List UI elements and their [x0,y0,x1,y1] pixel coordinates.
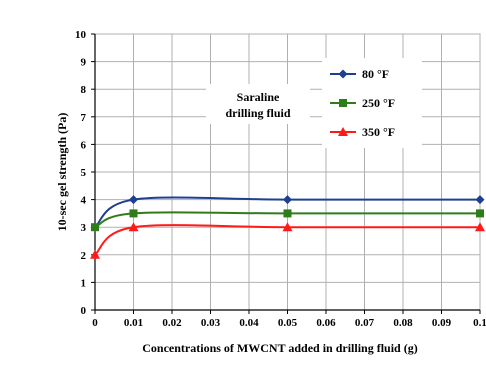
y-tick-label: 9 [81,57,87,69]
y-tick-label: 1 [81,277,87,289]
data-point [475,222,485,232]
annotation-line-2: drilling fluid [225,106,290,120]
series-line [94,211,480,229]
x-tick-label: 0 [92,317,98,329]
series-line [94,224,481,256]
y-tick-label: 8 [81,84,87,96]
annotation-box: Saraline drilling fluid [206,84,310,124]
annotation-background [206,84,310,124]
legend-label: 80 °F [362,67,389,81]
x-tick-label: 0.05 [278,317,298,329]
legend-label: 250 °F [362,96,395,110]
series-1 [91,209,484,232]
data-point [129,209,138,218]
x-tick-label: 0.1 [473,317,486,329]
y-tick-label: 5 [81,167,87,179]
grid-layer [94,33,481,311]
y-tick-label: 3 [81,222,87,234]
data-point [90,249,100,259]
y-tick-label: 0 [81,305,87,317]
y-axis-label: 10-sec gel strength (Pa) [55,113,69,232]
y-tick-label: 6 [81,139,87,151]
data-point [476,209,484,218]
y-tick-label: 4 [81,195,87,207]
y-tick-label: 10 [75,29,87,41]
labels-layer: 0 0.01 0.02 0.03 0.04 0.05 0.06 0.07 0.08 0.09 0.1… [75,29,486,329]
series-layer [90,195,485,259]
x-tick-label: 0.01 [124,317,143,329]
x-tick-label: 0.09 [432,317,452,329]
legend-marker [339,99,347,107]
legend-label: 350 °F [362,125,395,139]
data-point [283,195,292,205]
series-line [94,196,480,229]
series-2 [90,222,485,259]
annotation-line-1: Saraline [237,90,280,104]
y-tick-label: 2 [81,250,87,262]
y-tick-label: 7 [81,112,87,124]
data-point [128,222,139,232]
data-point [282,222,293,232]
x-tick-label: 0.06 [316,317,336,329]
data-point [283,209,292,218]
x-tick-label: 0.07 [355,317,375,329]
legend: 80 °F 250 °F 350 °F [322,58,422,148]
x-tick-label: 0.08 [393,317,413,329]
legend-marker [338,69,348,79]
x-tick-label: 0.04 [239,317,259,329]
x-tick-label: 0.03 [201,317,221,329]
data-point [129,195,138,205]
legend-marker [338,127,348,136]
data-point [475,195,485,205]
x-axis-label: Concentrations of MWCNT added in drillin… [142,341,417,355]
data-point [91,223,99,232]
x-tick-label: 0.02 [162,317,182,329]
